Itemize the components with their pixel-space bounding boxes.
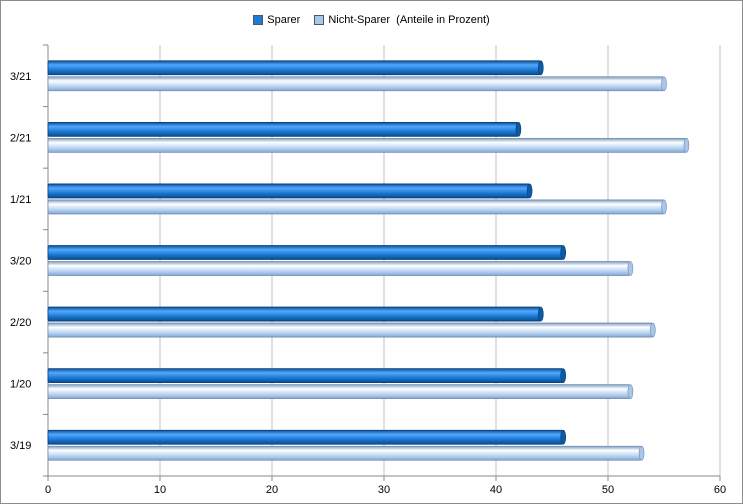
y-tick-label: 2/20 bbox=[10, 317, 31, 329]
y-tick-label: 3/21 bbox=[10, 71, 31, 83]
x-tick-label: 60 bbox=[714, 484, 726, 496]
bar-sparer bbox=[48, 246, 563, 260]
x-tick-label: 30 bbox=[378, 484, 390, 496]
bar-end-cap bbox=[561, 246, 566, 260]
y-tick-label: 3/19 bbox=[10, 440, 31, 452]
x-tick-label: 20 bbox=[266, 484, 278, 496]
bar-end-cap bbox=[662, 77, 667, 91]
bar-end-cap bbox=[516, 122, 521, 136]
bar-nicht-sparer bbox=[48, 138, 686, 152]
bar-end-cap bbox=[628, 262, 633, 276]
bar-sparer bbox=[48, 307, 541, 321]
bar-sparer bbox=[48, 430, 563, 444]
x-tick-label: 0 bbox=[45, 484, 51, 496]
bar-end-cap bbox=[538, 307, 543, 321]
bar-end-cap bbox=[561, 430, 566, 444]
bar-nicht-sparer bbox=[48, 385, 630, 399]
y-tick-label: 1/21 bbox=[10, 194, 31, 206]
bar-end-cap bbox=[628, 385, 633, 399]
bar-sparer bbox=[48, 122, 518, 136]
bar-nicht-sparer bbox=[48, 200, 664, 214]
x-tick-label: 50 bbox=[602, 484, 614, 496]
bar-nicht-sparer bbox=[48, 262, 630, 276]
bar-nicht-sparer bbox=[48, 446, 642, 460]
bar-nicht-sparer bbox=[48, 77, 664, 91]
bar-end-cap bbox=[561, 369, 566, 383]
bar-end-cap bbox=[650, 323, 655, 337]
bar-nicht-sparer bbox=[48, 323, 653, 337]
x-tick-label: 40 bbox=[490, 484, 502, 496]
bar-end-cap bbox=[527, 184, 532, 198]
bar-end-cap bbox=[662, 200, 667, 214]
bar-end-cap bbox=[639, 446, 644, 460]
y-tick-label: 2/21 bbox=[10, 132, 31, 144]
bar-end-cap bbox=[538, 61, 543, 75]
bar-sparer bbox=[48, 61, 541, 75]
bar-sparer bbox=[48, 184, 530, 198]
y-tick-label: 3/20 bbox=[10, 256, 31, 268]
y-tick-label: 1/20 bbox=[10, 379, 31, 391]
bar-end-cap bbox=[684, 138, 689, 152]
bar-sparer bbox=[48, 369, 563, 383]
x-tick-label: 10 bbox=[154, 484, 166, 496]
